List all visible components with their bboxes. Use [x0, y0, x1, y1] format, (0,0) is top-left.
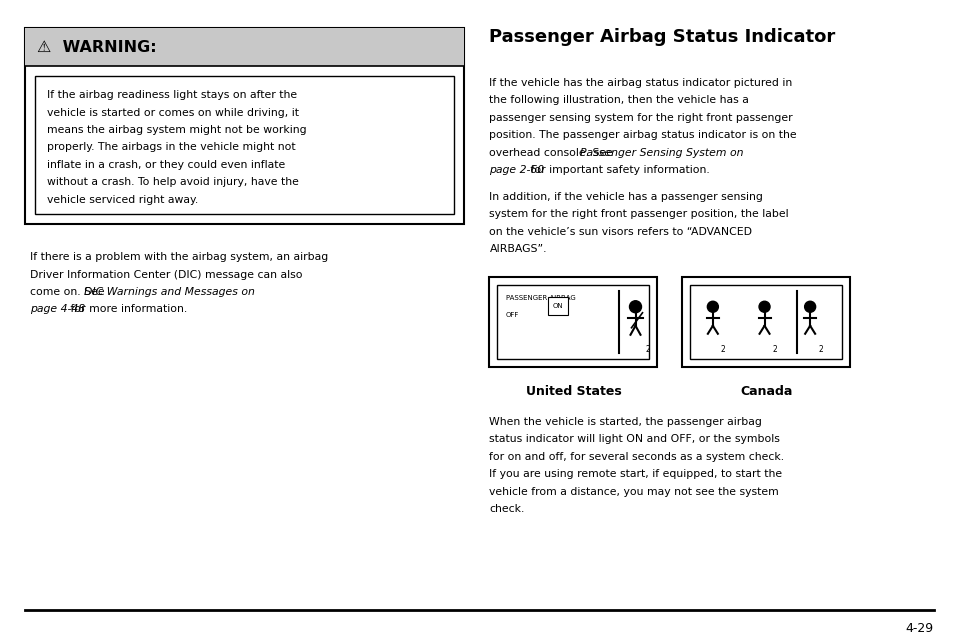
Circle shape: [803, 301, 815, 312]
Text: When the vehicle is started, the passenger airbag: When the vehicle is started, the passeng…: [489, 417, 761, 427]
Circle shape: [629, 300, 640, 313]
Text: means the airbag system might not be working: means the airbag system might not be wor…: [47, 125, 306, 135]
Text: the following illustration, then the vehicle has a: the following illustration, then the veh…: [489, 96, 749, 105]
Text: Passenger Sensing System on: Passenger Sensing System on: [579, 148, 743, 158]
Text: 4-29: 4-29: [905, 622, 933, 635]
Text: come on. See: come on. See: [30, 287, 108, 297]
Bar: [690, 285, 841, 359]
Text: ON: ON: [552, 303, 562, 309]
Text: Passenger Airbag Status Indicator: Passenger Airbag Status Indicator: [489, 28, 835, 46]
Text: vehicle is started or comes on while driving, it: vehicle is started or comes on while dri…: [47, 107, 298, 117]
Bar: [489, 277, 657, 367]
Text: overhead console. See: overhead console. See: [489, 148, 617, 158]
Text: DIC Warnings and Messages on: DIC Warnings and Messages on: [84, 287, 254, 297]
Text: for on and off, for several seconds as a system check.: for on and off, for several seconds as a…: [489, 452, 783, 462]
Text: ⚠  WARNING:: ⚠ WARNING:: [37, 40, 156, 54]
Text: status indicator will light ON and OFF, or the symbols: status indicator will light ON and OFF, …: [489, 434, 780, 444]
Text: 2: 2: [720, 345, 725, 353]
Text: If the airbag readiness light stays on after the: If the airbag readiness light stays on a…: [47, 90, 296, 100]
Text: vehicle serviced right away.: vehicle serviced right away.: [47, 195, 198, 205]
Bar: [681, 277, 850, 367]
Text: position. The passenger airbag status indicator is on the: position. The passenger airbag status in…: [489, 131, 797, 140]
Bar: [35, 76, 454, 214]
Text: In addition, if the vehicle has a passenger sensing: In addition, if the vehicle has a passen…: [489, 192, 762, 202]
Text: PASSENGER AIRBAG: PASSENGER AIRBAG: [505, 295, 575, 300]
Text: passenger sensing system for the right front passenger: passenger sensing system for the right f…: [489, 113, 792, 123]
Text: Canada: Canada: [740, 385, 792, 397]
Text: Driver Information Center (DIC) message can also: Driver Information Center (DIC) message …: [30, 269, 302, 279]
Text: If the vehicle has the airbag status indicator pictured in: If the vehicle has the airbag status ind…: [489, 78, 792, 88]
Text: OFF: OFF: [505, 312, 518, 318]
Text: page 2-60: page 2-60: [489, 165, 544, 175]
Circle shape: [706, 301, 718, 312]
Circle shape: [759, 301, 769, 312]
Text: vehicle from a distance, you may not see the system: vehicle from a distance, you may not see…: [489, 487, 779, 497]
Text: 2: 2: [772, 345, 777, 353]
Text: for important safety information.: for important safety information.: [526, 165, 709, 175]
Text: for more information.: for more information.: [67, 304, 187, 315]
Bar: [25, 28, 464, 66]
Text: on the vehicle’s sun visors refers to “ADVANCED: on the vehicle’s sun visors refers to “A…: [489, 226, 752, 237]
Bar: [547, 297, 567, 315]
Text: AIRBAGS”.: AIRBAGS”.: [489, 244, 546, 255]
Bar: [497, 285, 649, 359]
Text: United States: United States: [525, 385, 620, 397]
Text: properly. The airbags in the vehicle might not: properly. The airbags in the vehicle mig…: [47, 142, 295, 152]
Text: If there is a problem with the airbag system, an airbag: If there is a problem with the airbag sy…: [30, 252, 328, 262]
Text: page 4-48: page 4-48: [30, 304, 85, 315]
Text: without a crash. To help avoid injury, have the: without a crash. To help avoid injury, h…: [47, 177, 298, 188]
Bar: [25, 28, 464, 224]
Text: If you are using remote start, if equipped, to start the: If you are using remote start, if equipp…: [489, 470, 781, 479]
Text: 2: 2: [645, 345, 650, 353]
Text: check.: check.: [489, 504, 524, 514]
Text: inflate in a crash, or they could even inflate: inflate in a crash, or they could even i…: [47, 160, 285, 170]
Text: system for the right front passenger position, the label: system for the right front passenger pos…: [489, 209, 788, 219]
Text: 2: 2: [818, 345, 822, 353]
